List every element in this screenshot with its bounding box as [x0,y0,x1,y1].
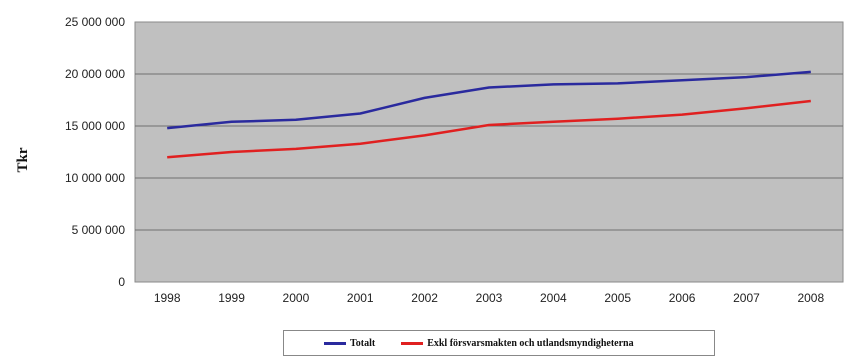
x-tick-label: 2008 [797,291,824,305]
y-tick-label: 15 000 000 [65,119,125,133]
x-tick-label: 2003 [476,291,503,305]
y-tick-label: 20 000 000 [65,67,125,81]
x-tick-label: 1999 [218,291,245,305]
x-tick-label: 2000 [283,291,310,305]
x-axis-tick-labels: 1998 1999 2000 2001 2002 2003 2004 2005 2006 2007… [154,291,825,305]
y-tick-label: 5 000 000 [72,223,126,237]
legend: Totalt Exkl försvarsmakten och utlandsmy… [283,330,715,356]
x-tick-label: 2005 [604,291,631,305]
legend-label-exkl: Exkl försvarsmakten och utlandsmyndighet… [427,337,634,349]
series-line-1 [167,99,811,159]
series-lines [167,70,811,159]
y-axis-label: Tkr [15,147,31,172]
legend-item-totalt: Totalt [324,338,375,349]
x-tick-label: 2007 [733,291,760,305]
y-axis-tick-labels: 0 5 000 000 10 000 000 15 000 000 20 000 000… [65,15,125,289]
y-tick-label: 10 000 000 [65,171,125,185]
series-line-0 [167,70,811,130]
legend-item-exkl: Exkl försvarsmakten och utlandsmyndighet… [401,337,634,349]
legend-label-totalt: Totalt [350,337,376,349]
x-tick-label: 2004 [540,291,567,305]
y-tick-label: 0 [118,275,125,289]
legend-swatch-exkl [401,341,424,345]
x-tick-label: 2001 [347,291,374,305]
x-tick-label: 2006 [669,291,696,305]
x-tick-label: 2002 [411,291,438,305]
x-tick-label: 1998 [154,291,181,305]
y-tick-label: 25 000 000 [65,15,125,29]
legend-swatch-totalt [324,341,346,345]
